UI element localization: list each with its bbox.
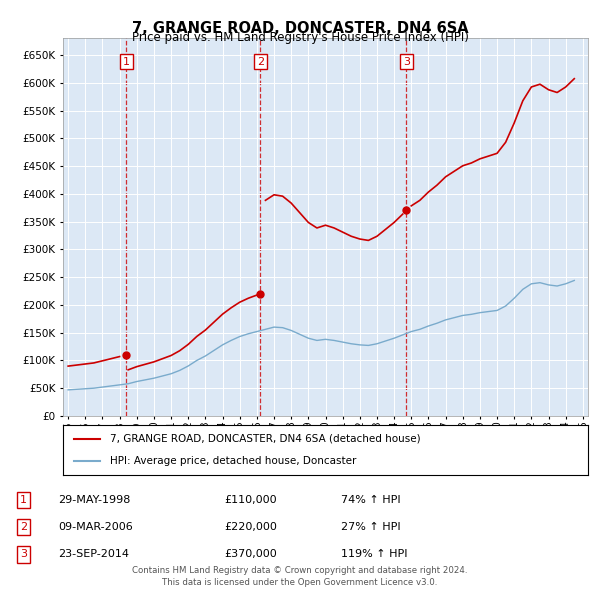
Text: 1: 1	[20, 494, 27, 504]
Text: 3: 3	[403, 57, 410, 67]
Text: Contains HM Land Registry data © Crown copyright and database right 2024.
This d: Contains HM Land Registry data © Crown c…	[132, 566, 468, 587]
Text: HPI: Average price, detached house, Doncaster: HPI: Average price, detached house, Donc…	[110, 456, 356, 466]
Text: 7, GRANGE ROAD, DONCASTER, DN4 6SA: 7, GRANGE ROAD, DONCASTER, DN4 6SA	[131, 21, 469, 35]
Text: 1: 1	[123, 57, 130, 67]
Text: 29-MAY-1998: 29-MAY-1998	[58, 494, 131, 504]
Text: £370,000: £370,000	[224, 549, 277, 559]
Text: £220,000: £220,000	[224, 522, 277, 532]
Text: 3: 3	[20, 549, 27, 559]
Text: 119% ↑ HPI: 119% ↑ HPI	[341, 549, 407, 559]
Text: 7, GRANGE ROAD, DONCASTER, DN4 6SA (detached house): 7, GRANGE ROAD, DONCASTER, DN4 6SA (deta…	[110, 434, 421, 444]
Text: 2: 2	[20, 522, 27, 532]
Text: 23-SEP-2014: 23-SEP-2014	[58, 549, 130, 559]
Text: £110,000: £110,000	[224, 494, 277, 504]
Text: Price paid vs. HM Land Registry's House Price Index (HPI): Price paid vs. HM Land Registry's House …	[131, 31, 469, 44]
Text: 09-MAR-2006: 09-MAR-2006	[58, 522, 133, 532]
Text: 2: 2	[257, 57, 264, 67]
Text: 74% ↑ HPI: 74% ↑ HPI	[341, 494, 400, 504]
Text: 27% ↑ HPI: 27% ↑ HPI	[341, 522, 400, 532]
